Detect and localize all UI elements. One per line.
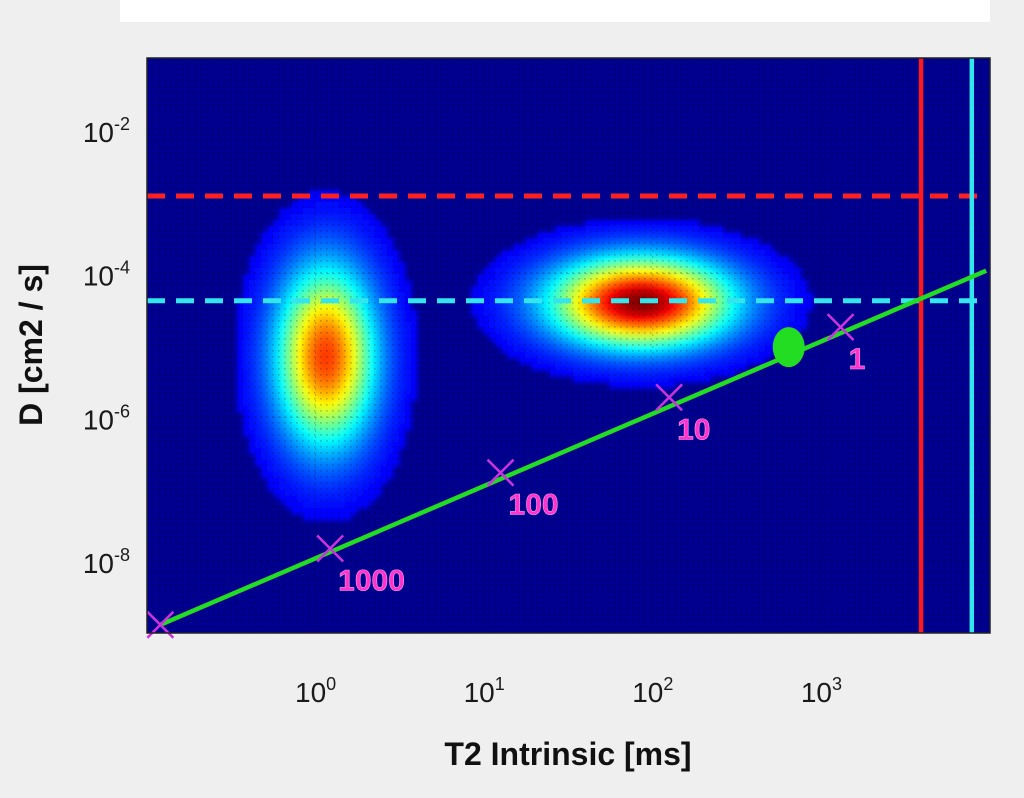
- dot-texture: [147, 58, 990, 633]
- plot-area: 1000 100 10 1: [146, 57, 991, 639]
- y-tick-labels: 10-2 10-4 10-6 10-8: [83, 114, 130, 579]
- cross-marker: [316, 534, 345, 563]
- y-tick-label: 10-8: [83, 545, 130, 579]
- y-tick-label: 10-4: [83, 258, 130, 292]
- fit-line: [159, 268, 988, 627]
- highlight-point: [772, 327, 805, 368]
- grid-lines: [147, 58, 990, 633]
- cross-marker: [486, 458, 515, 487]
- marker-label: 100: [509, 489, 559, 522]
- marker-label: 1: [849, 343, 866, 376]
- fit-line-layer: [159, 268, 988, 627]
- x-tick-label: 101: [464, 674, 505, 708]
- top-white-strip: [120, 0, 990, 22]
- y-tick-label: 10-2: [83, 114, 130, 148]
- plot-frame: [146, 57, 991, 634]
- marker-label: 1000: [338, 564, 405, 597]
- y-axis-title: D [cm2 / s]: [13, 264, 49, 426]
- x-tick-labels: 100 101 102 103: [295, 674, 842, 708]
- x-axis-title: T2 Intrinsic [ms]: [444, 736, 691, 772]
- cross-marker: [826, 313, 855, 342]
- reference-lines: [147, 58, 978, 633]
- x-tick-label: 100: [295, 674, 336, 708]
- x-tick-label: 103: [801, 674, 842, 708]
- cross-marker: [655, 383, 684, 412]
- x-tick-label: 102: [632, 674, 673, 708]
- y-tick-label: 10-6: [83, 401, 130, 435]
- marker-label: 10: [677, 413, 710, 446]
